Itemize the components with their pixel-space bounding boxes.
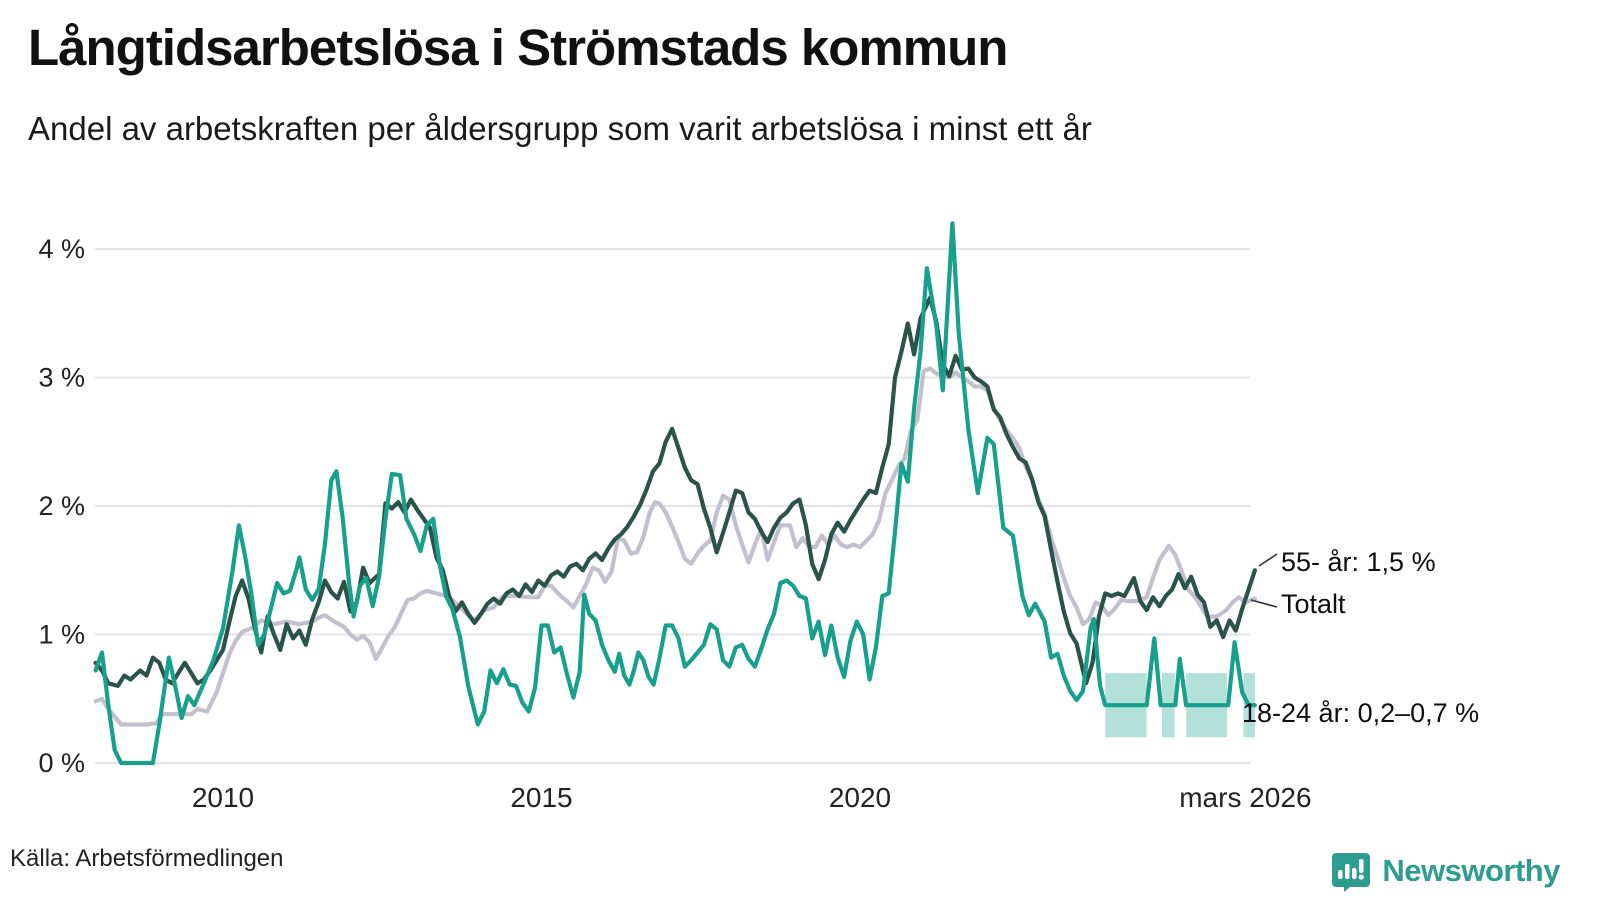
newsworthy-logo-icon [1332, 853, 1371, 892]
x-tick-label: 2015 [510, 782, 572, 813]
page-title: Långtidsarbetslösa i Strömstads kommun [28, 19, 1008, 76]
series-layer [93, 221, 1257, 766]
leader-line-55plus [1258, 553, 1278, 567]
x-tick-label: 2010 [192, 782, 254, 813]
y-tick-label: 0 % [38, 748, 85, 778]
series-line-totalt [93, 366, 1257, 727]
brand-lockup: Newsworthy [1330, 850, 1560, 892]
leader-line-total [1250, 599, 1278, 608]
x-tick-label: 2020 [829, 782, 891, 813]
x-tick-label: mars 2026 [1179, 782, 1311, 813]
axis-labels-layer: 4 % 3 % 2 % 1 % 0 % 2010 2015 2020 mars 2026 [38, 234, 1311, 813]
leader-lines [1250, 553, 1278, 608]
series-line-55-r [93, 295, 1257, 688]
y-tick-label: 1 % [38, 620, 85, 650]
annotation-18-24: 18-24 år: 0,2–0,7 % [1242, 698, 1480, 728]
annotation-55plus: 55- år: 1,5 % [1281, 547, 1436, 577]
y-tick-label: 4 % [38, 234, 85, 264]
grid-layer [95, 248, 1250, 764]
y-tick-label: 2 % [38, 491, 85, 521]
series-line-18-24-r [93, 221, 1257, 766]
source-note: Källa: Arbetsförmedlingen [10, 845, 284, 872]
chart-subtitle: Andel av arbetskraften per åldersgrupp s… [28, 110, 1092, 147]
y-tick-label: 3 % [38, 363, 85, 393]
brand-name: Newsworthy [1382, 853, 1560, 888]
annotation-total: Totalt [1281, 589, 1346, 619]
